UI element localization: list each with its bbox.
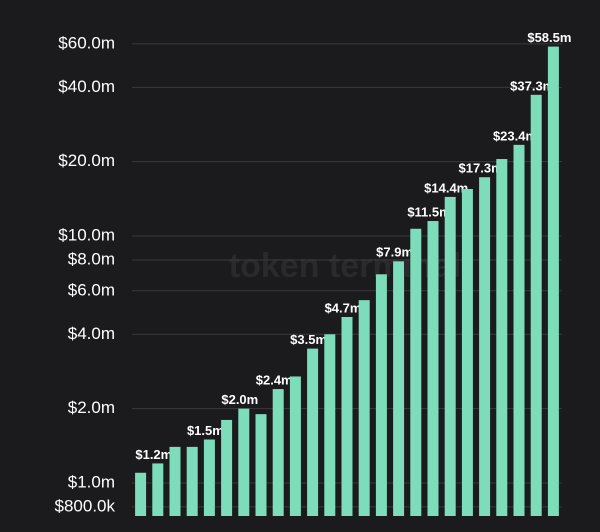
- bar: [375, 274, 387, 516]
- bar: [307, 348, 319, 516]
- bar: [513, 144, 525, 516]
- bar: [135, 472, 147, 516]
- bar: [272, 389, 284, 516]
- bar: [393, 261, 405, 516]
- y-tick-label: $1.0m: [68, 472, 115, 491]
- bar: [410, 228, 422, 516]
- value-label: $2.0m: [221, 392, 258, 407]
- value-label: $1.5m: [187, 423, 224, 438]
- watermark: token terminal: [229, 247, 461, 285]
- bar: [221, 419, 233, 516]
- value-label: $4.7m: [325, 300, 362, 315]
- y-tick-label: $40.0m: [58, 77, 115, 96]
- value-label: $37.3m: [510, 78, 554, 93]
- value-label: $11.5m: [407, 204, 450, 219]
- bar: [203, 439, 215, 516]
- bar: [289, 376, 301, 516]
- bar: [444, 196, 456, 517]
- bar: [255, 414, 267, 516]
- y-tick-label: $20.0m: [58, 151, 115, 170]
- bar: [324, 334, 336, 516]
- bar: [186, 446, 198, 516]
- bar: [238, 408, 250, 516]
- value-label: $1.2m: [135, 447, 172, 462]
- y-tick-label: $800.0k: [55, 496, 116, 515]
- bar: [427, 221, 439, 516]
- bar: [547, 46, 559, 517]
- bar: [530, 94, 542, 517]
- bar: [341, 317, 353, 516]
- bar: [461, 189, 473, 516]
- y-tick-label: $10.0m: [58, 226, 115, 245]
- value-label: $7.9m: [376, 245, 413, 260]
- bar: [496, 159, 508, 516]
- bar: [358, 300, 370, 516]
- value-label: $23.4m: [493, 128, 537, 143]
- bar: [152, 463, 164, 516]
- y-tick-label: $2.0m: [68, 398, 115, 417]
- y-tick-label: $6.0m: [68, 280, 115, 299]
- y-tick-label: $60.0m: [58, 33, 115, 52]
- value-label: $58.5m: [527, 30, 571, 45]
- value-label: $2.4m: [256, 373, 293, 388]
- y-tick-label: $8.0m: [68, 249, 115, 268]
- y-tick-label: $4.0m: [68, 324, 115, 343]
- value-label: $3.5m: [290, 332, 327, 347]
- bar: [169, 446, 181, 516]
- bar: [479, 177, 491, 516]
- value-label: $14.4m: [424, 180, 468, 195]
- value-label: $17.3m: [459, 161, 503, 176]
